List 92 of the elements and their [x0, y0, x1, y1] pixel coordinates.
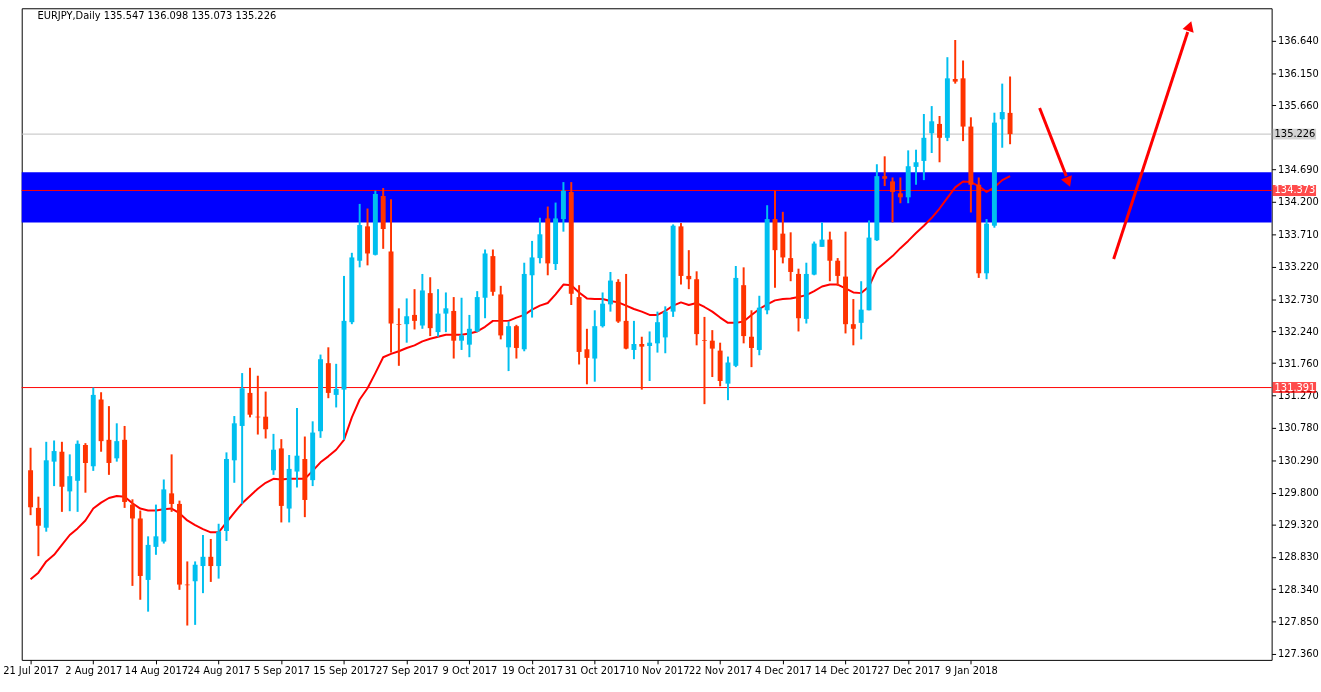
candlestick	[129, 498, 135, 587]
candlestick	[169, 453, 175, 513]
ref-line-label: 131.391	[1274, 381, 1316, 393]
x-tick-label: 24 Aug 2017	[187, 665, 251, 677]
candlestick	[584, 327, 590, 386]
candlestick	[882, 155, 888, 188]
candlestick	[788, 231, 794, 283]
candlestick	[631, 319, 637, 361]
candlestick	[607, 270, 613, 313]
y-tick-label: 133.710	[1278, 228, 1319, 240]
y-tick-label: 132.240	[1278, 325, 1319, 337]
y-tick-label: 134.690	[1278, 163, 1319, 175]
x-tick-label: 31 Oct 2017	[564, 665, 626, 677]
y-tick-label: 129.800	[1278, 487, 1319, 499]
candlestick	[529, 239, 535, 319]
x-tick-label: 9 Oct 2017	[442, 665, 498, 677]
x-tick-label: 9 Jan 2018	[944, 665, 998, 677]
candlestick	[654, 310, 660, 354]
candlestick	[835, 257, 841, 287]
candlestick	[82, 442, 88, 494]
candlestick	[1007, 75, 1013, 146]
candlestick	[647, 330, 653, 382]
x-tick-label: 2 Aug 2017	[65, 665, 123, 677]
candlestick	[850, 298, 856, 347]
candlestick	[600, 291, 606, 329]
candlestick	[412, 288, 418, 331]
candlestick	[827, 230, 833, 283]
candlestick	[51, 439, 57, 488]
candlestick	[937, 115, 943, 164]
candlestick	[749, 309, 754, 369]
y-tick-label: 135.660	[1278, 99, 1319, 111]
candlestick	[921, 113, 927, 182]
candlestick	[435, 288, 441, 338]
y-tick-label: 131.270	[1278, 390, 1319, 402]
candlestick	[506, 320, 512, 373]
y-tick-label: 128.830	[1278, 551, 1319, 563]
x-tick-label: 14 Aug 2017	[124, 665, 189, 677]
candlestick	[639, 335, 645, 391]
y-tick-label: 133.220	[1278, 261, 1319, 273]
candlestick	[780, 210, 786, 265]
candlestick	[396, 307, 402, 367]
x-tick-label: 27 Dec 2017	[877, 665, 941, 677]
candlestick	[858, 280, 864, 341]
x-tick-label: 10 Nov 2017	[626, 665, 690, 677]
x-tick-label: 14 Dec 2017	[814, 665, 878, 677]
candlestick	[106, 405, 112, 476]
ref-line-label: 135.226	[1274, 128, 1316, 140]
y-tick-label: 134.200	[1278, 196, 1319, 208]
x-tick-label: 22 Nov 2017	[689, 665, 753, 677]
y-tick-label: 128.340	[1278, 583, 1319, 595]
y-tick-label: 127.360	[1278, 648, 1319, 660]
y-tick-label: 132.730	[1278, 293, 1319, 305]
candlestick	[913, 148, 919, 186]
x-tick-label: 15 Sep 2017	[313, 665, 376, 677]
candlestick	[999, 82, 1005, 149]
candlestick	[929, 105, 935, 154]
y-tick-label: 129.320	[1278, 518, 1319, 530]
chart-title: EURJPY,Daily 135.547 136.098 135.073 135.226	[37, 10, 277, 22]
x-tick-label: 19 Oct 2017	[502, 665, 564, 677]
candlestick	[200, 534, 206, 595]
candlestick	[686, 249, 692, 291]
x-tick-label: 21 Jul 2017	[3, 665, 59, 677]
candlestick	[466, 313, 472, 359]
y-tick-label: 136.150	[1278, 67, 1319, 79]
candlestick	[208, 537, 214, 583]
candlestick	[333, 362, 339, 409]
y-tick-label: 127.850	[1278, 616, 1319, 628]
candlestick	[952, 39, 958, 85]
candlestick	[67, 453, 73, 513]
candlestick	[537, 216, 543, 265]
ref-line-label: 134.373	[1274, 184, 1316, 196]
candlestick	[513, 323, 519, 360]
candlestick	[153, 503, 159, 556]
y-tick-label: 136.640	[1278, 35, 1319, 47]
candlestick	[459, 296, 465, 351]
candlestick	[702, 315, 707, 406]
candlestick	[35, 495, 41, 558]
x-tick-label: 5 Sep 2017	[253, 665, 310, 677]
y-tick-label: 131.760	[1278, 357, 1319, 369]
candlestick	[897, 176, 903, 205]
x-tick-label: 27 Sep 2017	[375, 665, 439, 677]
candlestick	[890, 176, 895, 224]
candlestick	[192, 560, 198, 626]
candlestick	[271, 432, 276, 476]
candlestick	[263, 390, 269, 440]
y-tick-label: 130.290	[1278, 454, 1319, 466]
candlestick	[443, 291, 449, 334]
candlestick	[114, 422, 120, 463]
x-tick-label: 4 Dec 2017	[754, 665, 812, 677]
y-tick-label: 130.780	[1278, 422, 1319, 434]
candlestick	[709, 329, 715, 379]
candlestick	[404, 297, 410, 344]
